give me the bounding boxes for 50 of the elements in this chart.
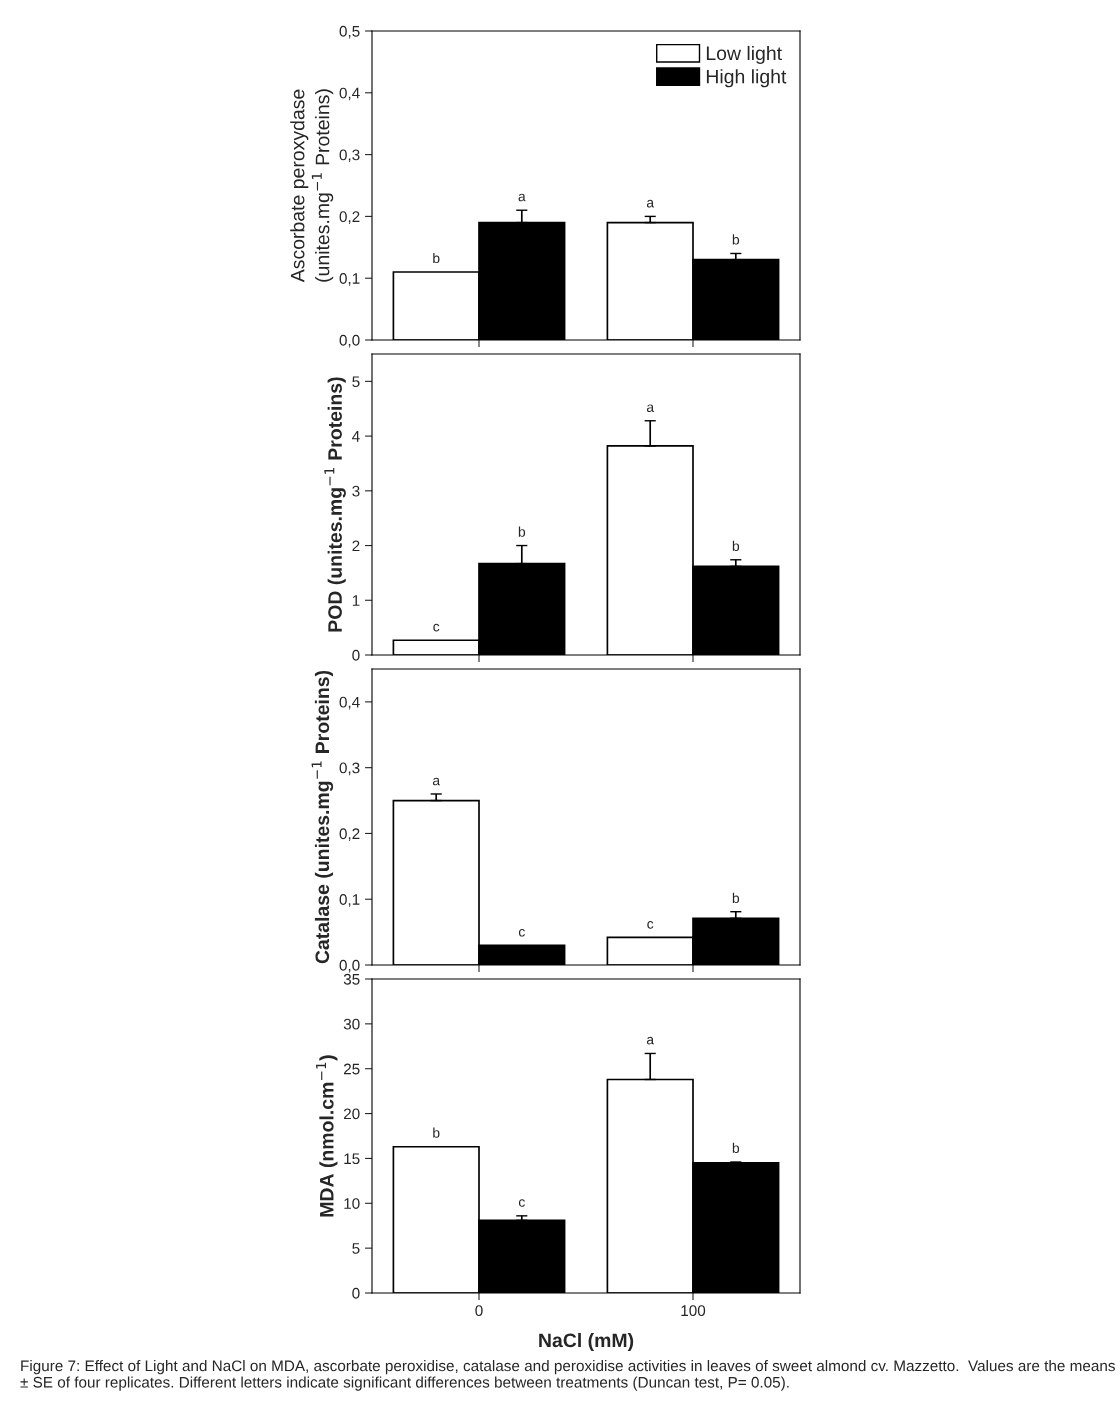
y-tick-label: 0,3 xyxy=(339,762,360,776)
y-tick-label: 0,5 xyxy=(339,25,360,39)
y-tick-label: 0,4 xyxy=(339,696,360,710)
y-tick-label: 0,0 xyxy=(339,334,360,348)
y-axis-title: POD (unites.mg$^{−1}$ Proteins) xyxy=(324,377,346,632)
data-label: c xyxy=(518,1199,525,1207)
data-label: b xyxy=(433,1127,440,1138)
data-label: c xyxy=(518,928,525,937)
y-tick-label: 10 xyxy=(344,1198,360,1209)
x-axis-title: NaCl (mM) xyxy=(539,1332,634,1352)
y-tick-label: 35 xyxy=(343,973,360,985)
y-tick-label: 0 xyxy=(352,649,360,661)
data-label: a xyxy=(646,404,655,412)
data-label: a xyxy=(646,1036,655,1045)
y-tick-label: 5 xyxy=(352,1243,360,1254)
y-tick-label: 3 xyxy=(352,485,360,497)
y-tick-label: 0,1 xyxy=(339,894,360,907)
data-label: b xyxy=(518,526,526,537)
y-tick-label: 4 xyxy=(352,431,360,442)
y-tick-label: 0 xyxy=(352,1287,360,1299)
y-tick-label: 0,3 xyxy=(339,149,360,163)
y-axis-title: MDA (nmol.cm$^{−1}$) xyxy=(316,1055,338,1217)
y-tick-label: 30 xyxy=(343,1018,360,1030)
legend-label: Low light xyxy=(706,45,782,65)
y-tick-label: 0,2 xyxy=(339,211,360,224)
y-tick-label: 0,4 xyxy=(339,87,360,101)
data-label: c xyxy=(433,623,440,632)
y-tick-label: 1 xyxy=(352,595,360,606)
y-tick-label: 25 xyxy=(343,1063,360,1075)
y-tick-label: 0,2 xyxy=(339,828,360,841)
data-label: a xyxy=(518,193,526,202)
data-label: c xyxy=(647,921,654,929)
data-label: b xyxy=(732,1142,740,1153)
y-tick-label: 0,1 xyxy=(339,273,360,286)
data-label: b xyxy=(433,252,440,264)
y-axis-title: Ascorbate peroxydase (unites.mg$^{−1}$ Proteins) xyxy=(290,89,334,283)
y-axis-title: Catalase (unites.mg$^{−1}$ Proteins) xyxy=(311,670,334,964)
y-tick-label: 2 xyxy=(352,540,360,552)
data-label: a xyxy=(646,199,655,208)
data-label: b xyxy=(732,540,740,552)
y-tick-label: 15 xyxy=(344,1153,360,1165)
y-tick-label: 20 xyxy=(343,1108,360,1120)
data-label: b xyxy=(732,234,740,245)
y-tick-label: 0,0 xyxy=(339,959,360,973)
x-tick-label: 100 xyxy=(681,1305,706,1317)
legend-label: High light xyxy=(706,69,787,88)
data-label: a xyxy=(432,777,441,786)
data-label: b xyxy=(732,892,740,904)
caption: Figure 7: Effect of Light and NaCl on MDA, ascorbate peroxidise, catalase and peroxidise activities in leaves of sweet almond cv. Mazzetto. Values are the means ± SE of four replicates. Different letters indicate significant differences between treatments (Duncan test, P= 0.05). xyxy=(20,1360,1115,1391)
y-tick-label: 5 xyxy=(352,376,360,388)
